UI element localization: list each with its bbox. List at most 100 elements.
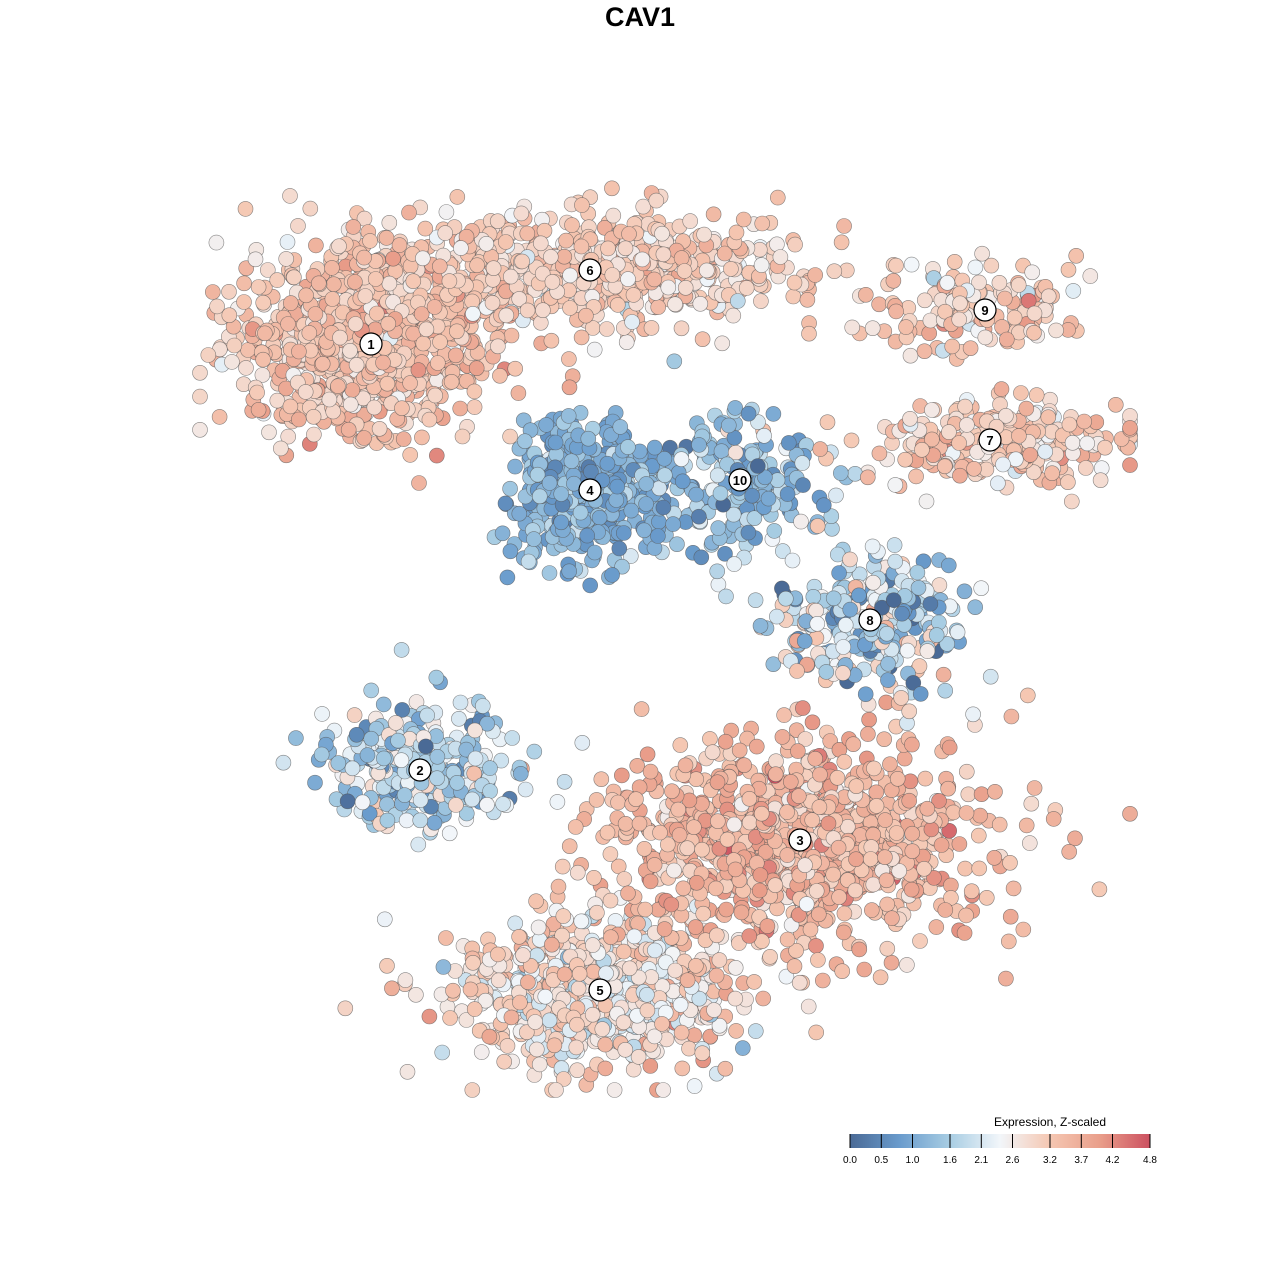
cell-point	[1026, 324, 1042, 341]
cluster-label-text: 5	[596, 983, 603, 998]
cell-point	[394, 400, 410, 417]
cell-point	[970, 827, 987, 844]
cell-point	[438, 930, 454, 946]
cell-point	[686, 1078, 703, 1094]
cell-point	[247, 251, 264, 268]
cell-point	[922, 596, 939, 612]
cell-point	[694, 1045, 711, 1061]
cell-point	[647, 942, 663, 959]
cell-point	[437, 225, 454, 241]
cell-point	[408, 694, 425, 710]
cell-point	[902, 347, 919, 364]
cell-point	[324, 260, 340, 276]
cell-point	[728, 1023, 744, 1039]
cell-point	[543, 332, 560, 349]
cell-point	[447, 347, 464, 364]
cell-point	[387, 715, 404, 731]
cell-point	[960, 786, 977, 803]
cell-point	[796, 633, 813, 649]
cell-point	[468, 360, 485, 377]
cell-point	[410, 362, 427, 378]
cell-point	[779, 486, 796, 502]
cell-point	[313, 746, 330, 763]
cell-point	[957, 860, 973, 877]
cell-point	[939, 274, 956, 291]
cluster-label-8: 8	[858, 608, 882, 632]
cell-point	[302, 200, 319, 217]
cell-point	[331, 238, 347, 254]
cell-point	[686, 1027, 703, 1043]
cell-point	[776, 707, 792, 723]
cell-point	[723, 261, 739, 277]
cell-point	[381, 215, 398, 231]
cell-point	[192, 364, 208, 381]
cell-point	[624, 314, 640, 330]
cell-point	[904, 825, 921, 842]
cell-point	[528, 1041, 545, 1058]
cell-point	[1013, 385, 1029, 401]
cell-point	[665, 516, 681, 532]
cell-point	[448, 323, 465, 340]
cell-point	[282, 188, 298, 204]
cell-point	[478, 236, 495, 252]
cell-point	[928, 627, 945, 643]
cell-point	[237, 201, 254, 217]
cell-point	[754, 215, 771, 232]
cell-point	[617, 815, 634, 832]
cell-point	[515, 947, 531, 963]
cell-point	[434, 1044, 451, 1061]
cell-point	[402, 447, 419, 463]
cell-point	[990, 475, 1006, 492]
cell-point	[301, 325, 318, 341]
cell-point	[279, 234, 296, 250]
cell-point	[236, 294, 252, 310]
cell-point	[691, 437, 707, 453]
cell-point	[916, 292, 933, 309]
cell-point	[704, 744, 721, 761]
cell-point	[760, 490, 777, 507]
cell-point	[871, 445, 888, 462]
cell-point	[646, 439, 663, 456]
cell-point	[526, 531, 542, 547]
cell-point	[618, 334, 635, 351]
cell-point	[916, 860, 932, 877]
cell-point	[996, 290, 1013, 307]
legend-tick-label: 3.7	[1074, 1155, 1088, 1166]
cell-point	[795, 477, 811, 493]
cell-point	[410, 836, 427, 853]
cell-point	[630, 915, 646, 932]
cell-point	[793, 513, 809, 530]
cell-point	[1011, 428, 1027, 444]
cell-point	[280, 316, 296, 332]
cell-point	[759, 918, 776, 934]
cell-point	[951, 836, 968, 852]
cell-point	[714, 335, 731, 352]
cell-point	[868, 798, 885, 814]
cell-point	[726, 556, 743, 572]
cell-point	[857, 686, 874, 703]
cell-point	[951, 435, 967, 451]
cell-point	[621, 226, 637, 242]
cell-point	[1091, 881, 1108, 898]
cell-point	[973, 580, 990, 597]
cell-point	[637, 901, 654, 918]
cell-point	[1045, 811, 1062, 827]
cell-point	[531, 488, 548, 505]
cell-point	[794, 455, 811, 471]
cell-point	[1076, 413, 1092, 430]
cell-point	[412, 812, 429, 829]
cell-point	[615, 525, 632, 541]
cell-point	[804, 812, 821, 828]
cell-point	[831, 889, 847, 905]
cell-point	[666, 353, 683, 370]
cell-point	[569, 1016, 585, 1033]
cell-point	[574, 734, 591, 751]
cell-point	[923, 821, 940, 838]
cell-point	[609, 297, 626, 313]
cell-point	[427, 387, 444, 404]
cell-point	[903, 256, 920, 273]
cell-point	[606, 1082, 623, 1098]
cell-point	[584, 1006, 601, 1023]
cell-point	[877, 812, 894, 828]
cell-point	[249, 384, 265, 401]
